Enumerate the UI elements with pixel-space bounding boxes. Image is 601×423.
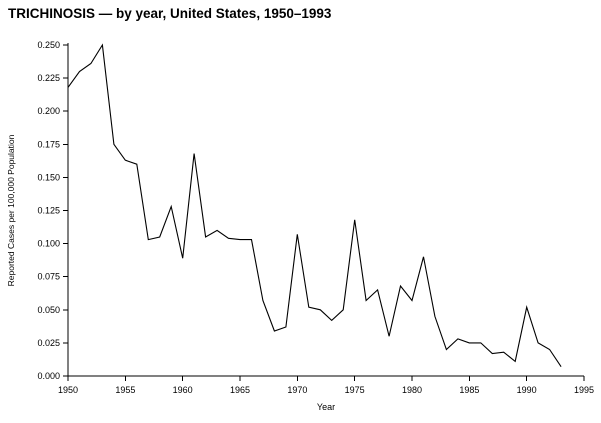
- x-tick-label: 1965: [230, 385, 250, 395]
- x-tick-label: 1995: [574, 385, 594, 395]
- y-tick-label: 0.000: [37, 371, 60, 381]
- y-tick-label: 0.075: [37, 272, 60, 282]
- y-axis-title: Reported Cases per 100,000 Population: [6, 134, 16, 286]
- y-tick-label: 0.050: [37, 305, 60, 315]
- x-axis-title: Year: [317, 402, 335, 412]
- y-tick-label: 0.150: [37, 172, 60, 182]
- y-tick-label: 0.175: [37, 139, 60, 149]
- x-tick-label: 1950: [58, 385, 78, 395]
- y-tick-label: 0.025: [37, 338, 60, 348]
- x-tick-label: 1960: [173, 385, 193, 395]
- x-tick-label: 1980: [402, 385, 422, 395]
- x-tick-label: 1985: [459, 385, 479, 395]
- y-tick-label: 0.250: [37, 40, 60, 50]
- x-tick-label: 1975: [345, 385, 365, 395]
- y-tick-label: 0.100: [37, 239, 60, 249]
- chart-title: TRICHINOSIS — by year, United States, 19…: [8, 6, 332, 21]
- y-tick-label: 0.200: [37, 106, 60, 116]
- y-tick-label: 0.125: [37, 206, 60, 216]
- data-line: [67, 43, 562, 368]
- x-tick-label: 1955: [115, 385, 135, 395]
- y-tick-label: 0.225: [37, 73, 60, 83]
- x-tick-label: 1970: [287, 385, 307, 395]
- x-tick-label: 1990: [517, 385, 537, 395]
